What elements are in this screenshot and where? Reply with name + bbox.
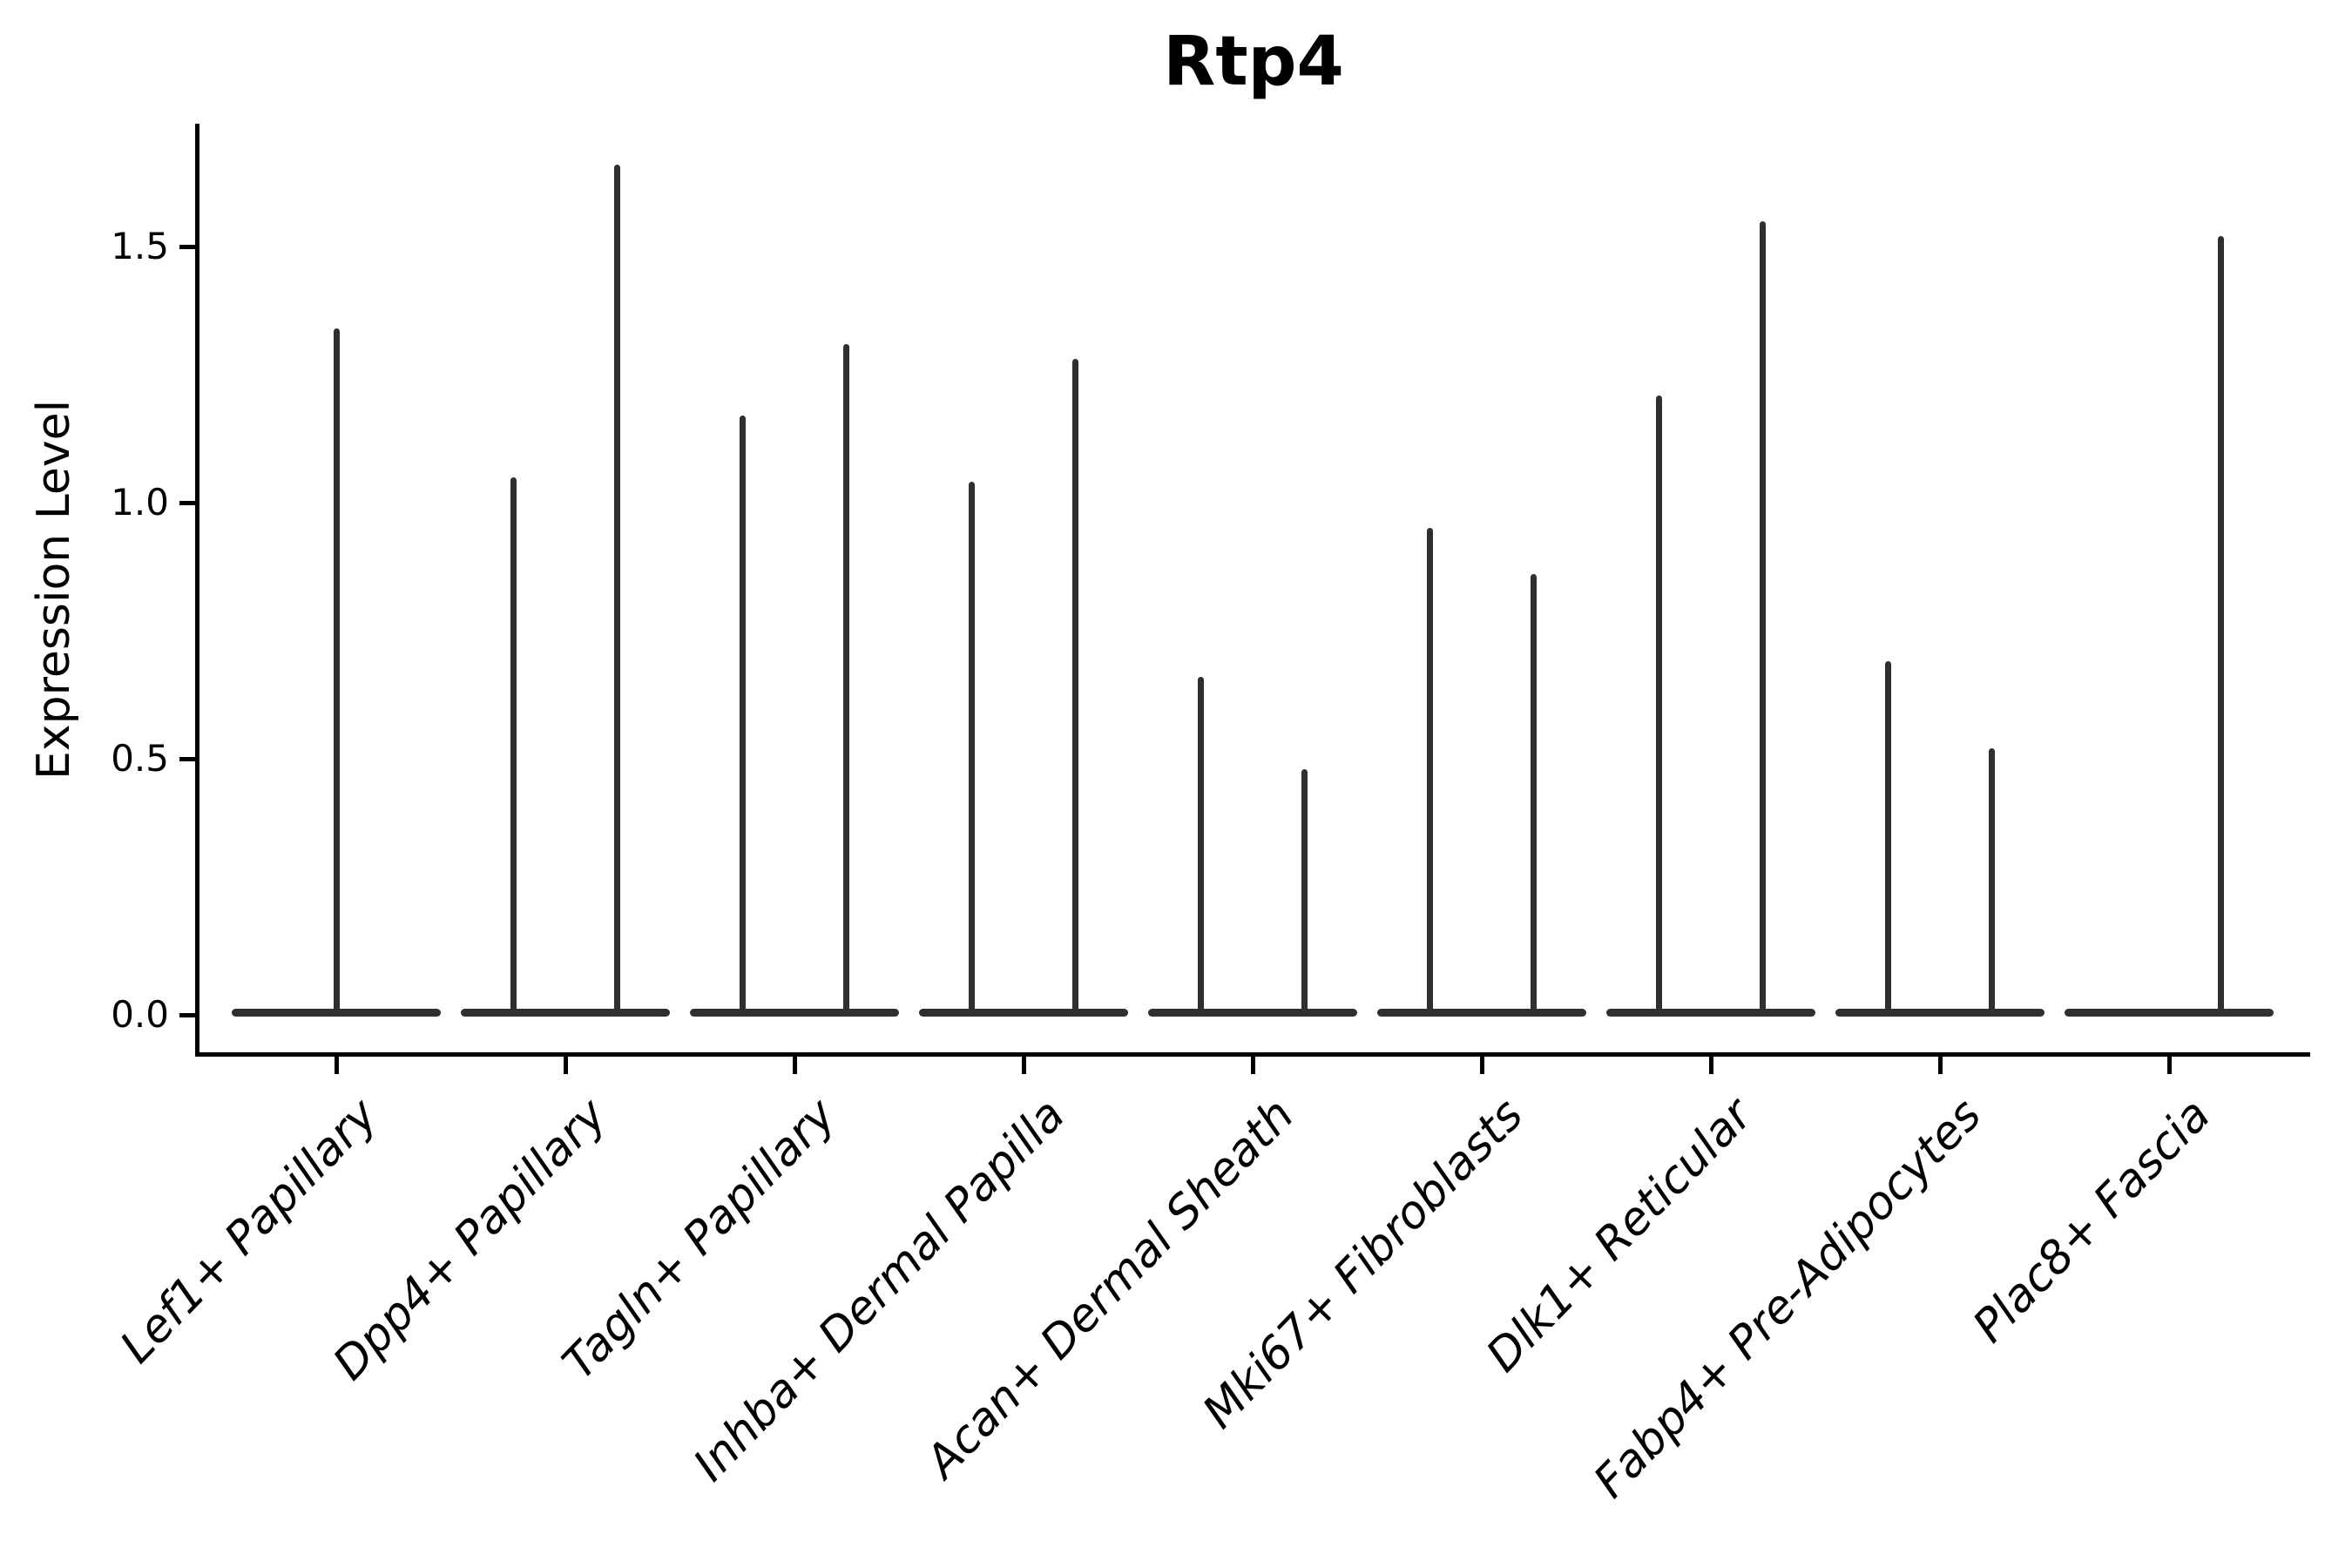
violin-baseline [1835,1009,2044,1017]
violin-spike [333,328,340,1017]
violin-spike [1198,676,1204,1017]
y-axis-tick [179,244,199,249]
x-axis-tick [2166,1054,2172,1074]
violin-spike [1427,528,1433,1017]
violin-spike [2218,236,2224,1017]
violin-baseline [2065,1009,2274,1017]
x-axis-tick [1021,1054,1026,1074]
y-axis-tick-label: 0.0 [111,993,169,1036]
violin-spike [1989,748,1995,1017]
x-axis-tick [792,1054,797,1074]
violin-spike [969,482,975,1017]
violin-spike [1760,220,1766,1017]
violin-spike [1072,359,1078,1017]
y-axis-tick [179,1012,199,1017]
violin-spike [843,343,849,1017]
violin-baseline [919,1009,1128,1017]
violin-spike [740,416,746,1017]
y-axis-tick [179,756,199,761]
x-axis-tick [1250,1054,1255,1074]
x-axis-tick [1708,1054,1713,1074]
violin-spike [614,164,620,1017]
violin-spike [1656,395,1662,1017]
violin-baseline [1606,1009,1815,1017]
y-axis-tick-label: 1.0 [111,481,169,524]
x-axis-tick [334,1054,339,1074]
violin-baseline [1148,1009,1357,1017]
y-axis-tick-label: 0.5 [111,737,169,780]
y-axis-tick-label: 1.5 [111,225,169,267]
violin-baseline [690,1009,899,1017]
x-axis-tick [1479,1054,1484,1074]
y-axis-spine [195,124,199,1057]
violin-baseline [1377,1009,1586,1017]
violin-spike [1885,661,1891,1017]
x-axis-tick [563,1054,568,1074]
violin-spike [1531,574,1537,1017]
chart-title: Rtp4 [1163,23,1344,101]
y-axis-tick [179,500,199,505]
x-axis-tick [1937,1054,1943,1074]
violin-spike [510,476,517,1017]
violin-spike [1301,768,1308,1017]
violin-baseline [461,1009,670,1017]
